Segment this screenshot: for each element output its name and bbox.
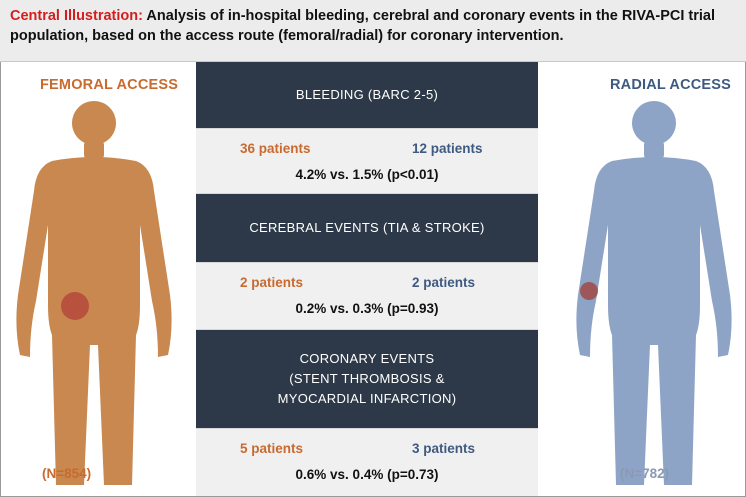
coronary-header: CORONARY EVENTS (STENT THROMBOSIS & MYOC… bbox=[196, 330, 538, 428]
cerebral-results: 2 patients 2 patients 0.2% vs. 0.3% (p=0… bbox=[196, 262, 538, 330]
radial-n-label: (N=782) bbox=[620, 466, 670, 481]
bleeding-header: BLEEDING (BARC 2-5) bbox=[196, 62, 538, 128]
coronary-title-line-3: MYOCARDIAL INFARCTION) bbox=[277, 391, 457, 406]
radial-access-marker bbox=[580, 282, 598, 300]
femoral-n-label: (N=854) bbox=[42, 466, 92, 481]
coronary-results: 5 patients 3 patients 0.6% vs. 0.4% (p=0… bbox=[196, 428, 538, 496]
coronary-stat: 0.6% vs. 0.4% (p=0.73) bbox=[295, 467, 439, 482]
header-title: Central Illustration: Analysis of in-hos… bbox=[10, 6, 736, 46]
cerebral-title: CEREBRAL EVENTS (TIA & STROKE) bbox=[249, 220, 485, 235]
cerebral-femoral-count: 2 patients bbox=[240, 275, 304, 290]
header-text: Analysis of in-hospital bleeding, cerebr… bbox=[10, 8, 716, 44]
femoral-access-marker bbox=[61, 292, 89, 320]
bleeding-results: 36 patients 12 patients 4.2% vs. 1.5% (p… bbox=[196, 128, 538, 194]
radial-access-title: RADIAL ACCESS bbox=[610, 77, 732, 93]
bleeding-femoral-count: 36 patients bbox=[240, 141, 311, 156]
coronary-title-line-1: CORONARY EVENTS bbox=[299, 351, 435, 366]
coronary-title-line-2: (STENT THROMBOSIS & bbox=[289, 371, 445, 386]
femoral-body-icon bbox=[16, 101, 172, 485]
coronary-radial-count: 3 patients bbox=[412, 441, 476, 456]
femoral-access-title: FEMORAL ACCESS bbox=[40, 77, 179, 93]
cerebral-radial-count: 2 patients bbox=[412, 275, 476, 290]
coronary-femoral-count: 5 patients bbox=[240, 441, 304, 456]
bleeding-radial-count: 12 patients bbox=[412, 141, 483, 156]
header: Central Illustration: Analysis of in-hos… bbox=[0, 0, 746, 62]
bleeding-title: BLEEDING (BARC 2-5) bbox=[295, 87, 439, 102]
radial-body-icon bbox=[576, 101, 732, 485]
cerebral-stat: 0.2% vs. 0.3% (p=0.93) bbox=[295, 301, 439, 316]
header-lead: Central Illustration: bbox=[10, 8, 143, 24]
cerebral-header: CEREBRAL EVENTS (TIA & STROKE) bbox=[196, 194, 538, 262]
bleeding-stat: 4.2% vs. 1.5% (p<0.01) bbox=[295, 167, 439, 182]
